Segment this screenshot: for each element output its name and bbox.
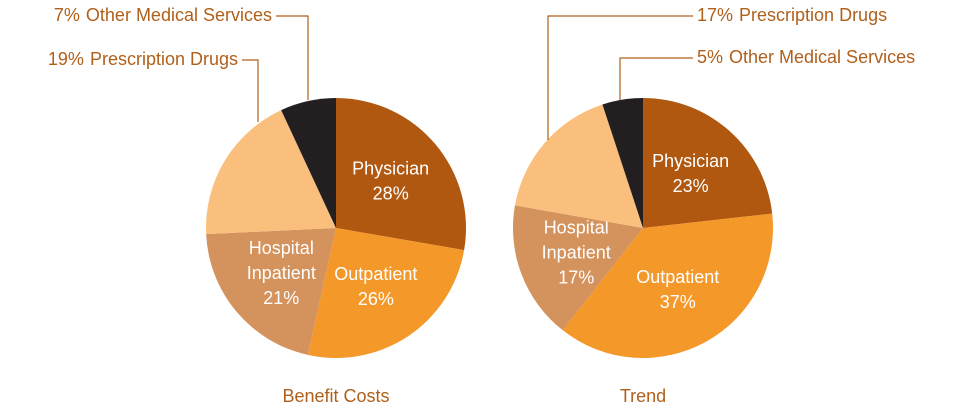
slice-value-label: 26%	[358, 289, 394, 309]
slice-label: 19% Prescription Drugs	[48, 49, 238, 69]
slice-category: Other Medical Services	[729, 47, 915, 67]
chart-title: Trend	[620, 386, 666, 406]
pie-slice	[206, 110, 336, 235]
leader-line	[547, 15, 693, 140]
leader-line	[276, 15, 309, 100]
slice-value-label: 23%	[673, 176, 709, 196]
slice-label: 7% Other Medical Services	[54, 5, 272, 25]
pie-slice	[514, 104, 643, 228]
slice-value-label: 21%	[263, 288, 299, 308]
leader-line	[242, 59, 259, 122]
slice-category: Outpatient	[334, 264, 417, 284]
slice-category-line: Hospital	[249, 238, 314, 258]
slice-label: Physician 28%	[352, 158, 429, 203]
slice-category: Prescription Drugs	[90, 49, 238, 69]
pie-slice	[307, 228, 465, 358]
slice-label: Outpatient 37%	[636, 267, 719, 312]
slice-value-label: 17%	[697, 5, 733, 25]
slice-category-line: Inpatient	[247, 263, 316, 283]
slice-label: Outpatient 26%	[334, 264, 417, 309]
slice-value-label: 19%	[48, 49, 84, 69]
slice-category: Physician	[652, 151, 729, 171]
pie-slice	[281, 98, 336, 228]
pie-slice	[336, 98, 466, 251]
slice-value-label: 7%	[54, 5, 80, 25]
pie-slice	[206, 228, 336, 355]
slice-category: Prescription Drugs	[739, 5, 887, 25]
slice-label: 5% Other Medical Services	[697, 47, 915, 67]
slice-value-label: 17%	[558, 267, 594, 287]
slice-label: Hospital Inpatient 21%	[247, 238, 316, 308]
slice-value-label: 5%	[697, 47, 723, 67]
pie-slice	[643, 98, 773, 228]
pie-slice	[602, 98, 643, 228]
chart-title: Benefit Costs	[282, 386, 389, 406]
slice-value-label: 37%	[660, 292, 696, 312]
slice-category: Physician	[352, 158, 429, 178]
pie-slice	[513, 205, 643, 331]
slice-category: Outpatient	[636, 267, 719, 287]
slice-category-line: Hospital	[544, 217, 609, 237]
slice-label: 17% Prescription Drugs	[697, 5, 887, 25]
slice-category-line: Inpatient	[542, 242, 611, 262]
pie-slice	[562, 213, 773, 358]
slice-label: Physician 23%	[652, 151, 729, 196]
slice-category: Hospital Inpatient	[542, 217, 611, 262]
slice-value-label: 28%	[373, 183, 409, 203]
slice-label: Hospital Inpatient 17%	[542, 217, 611, 287]
slice-category: Hospital Inpatient	[247, 238, 316, 283]
leader-line	[619, 57, 693, 100]
slice-category: Other Medical Services	[86, 5, 272, 25]
